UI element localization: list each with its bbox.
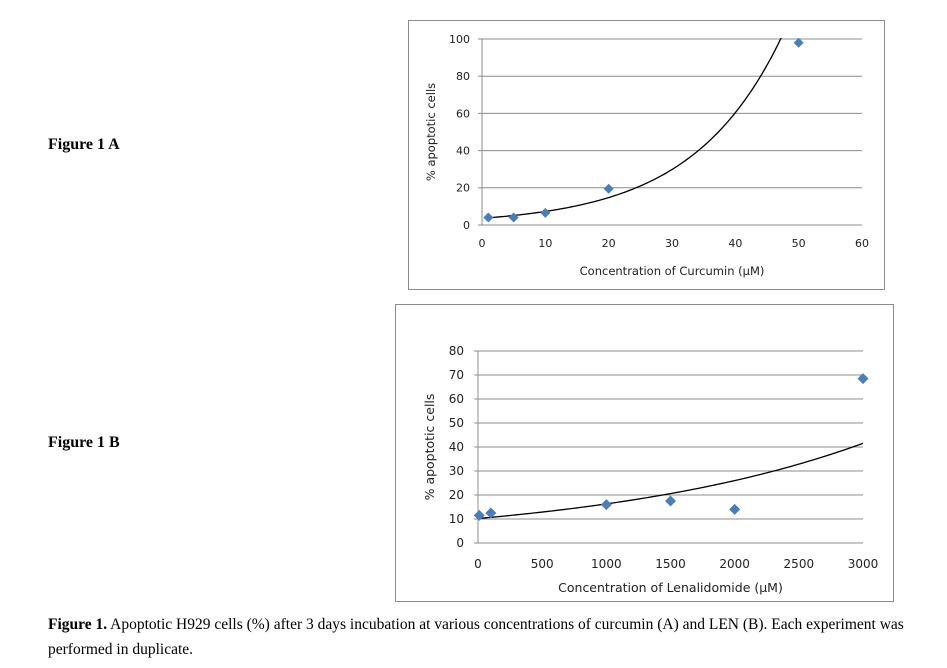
data-point <box>473 509 485 521</box>
y-tick-label: 60 <box>449 392 464 406</box>
caption-bold: Figure 1. <box>48 616 108 633</box>
x-tick-label: 0 <box>474 557 482 571</box>
chart-a-frame: 0 20 40 60 80 100 0 10 20 30 40 50 60 Concentration o… <box>408 20 885 290</box>
x-tick-label: 2000 <box>719 557 750 571</box>
x-tick-label: 2500 <box>784 557 815 571</box>
y-tick-label: 80 <box>456 70 470 83</box>
figure-1b-label: Figure 1 B <box>48 434 120 451</box>
data-point <box>483 212 494 223</box>
data-point <box>508 212 519 223</box>
x-tick-label: 10 <box>538 237 552 250</box>
y-axis-title: % apoptotic cells <box>422 394 437 501</box>
x-tick-label: 40 <box>728 237 742 250</box>
x-tick-label: 0 <box>479 237 486 250</box>
data-point <box>603 183 614 194</box>
data-point <box>729 503 741 515</box>
y-tick-label: 0 <box>456 536 464 550</box>
x-tick-label: 1500 <box>655 557 686 571</box>
data-point <box>600 499 612 511</box>
data-point <box>793 37 804 48</box>
chart-b: 0 10 20 30 40 50 60 70 80 0 500 1000 1500 2000 2500 300… <box>422 344 879 595</box>
caption-text: Apoptotic H929 cells (%) after 3 days in… <box>48 616 904 658</box>
figure-1a-label: Figure 1 A <box>48 136 120 153</box>
x-axis-title: Concentration of Curcumin (µM) <box>580 264 765 278</box>
data-point <box>665 495 676 507</box>
y-tick-label: 0 <box>463 219 470 232</box>
y-tick-label: 60 <box>456 107 470 120</box>
x-tick-label: 3000 <box>848 557 879 571</box>
x-tick-label: 60 <box>855 237 869 250</box>
figure-caption: Figure 1. Apoptotic H929 cells (%) after… <box>48 612 938 662</box>
y-tick-label: 80 <box>449 344 464 358</box>
data-point <box>857 373 869 385</box>
y-tick-label: 40 <box>456 144 470 157</box>
trendline <box>488 38 782 219</box>
x-tick-label: 30 <box>665 237 679 250</box>
y-tick-label: 50 <box>449 416 464 430</box>
y-tick-label: 20 <box>449 488 464 502</box>
y-tick-label: 30 <box>449 464 464 478</box>
y-tick-label: 10 <box>449 512 464 526</box>
y-tick-label: 70 <box>449 368 464 382</box>
data-point <box>540 207 551 218</box>
x-axis-title: Concentration of Lenalidomide (µM) <box>558 580 783 595</box>
x-tick-label: 500 <box>531 557 554 571</box>
y-tick-label: 40 <box>449 440 464 454</box>
chart-b-frame: 0 10 20 30 40 50 60 70 80 0 500 1000 1500 2000 2500 300… <box>395 304 894 602</box>
y-tick-label: 100 <box>449 33 470 46</box>
x-tick-label: 50 <box>792 237 806 250</box>
data-point <box>485 507 497 519</box>
chart-a: 0 20 40 60 80 100 0 10 20 30 40 50 60 Concentration o… <box>424 33 869 278</box>
x-tick-label: 20 <box>602 237 616 250</box>
trendline <box>478 442 863 520</box>
y-tick-label: 20 <box>456 182 470 195</box>
x-tick-label: 1000 <box>591 557 622 571</box>
y-axis-title: % apoptotic cells <box>424 83 438 181</box>
